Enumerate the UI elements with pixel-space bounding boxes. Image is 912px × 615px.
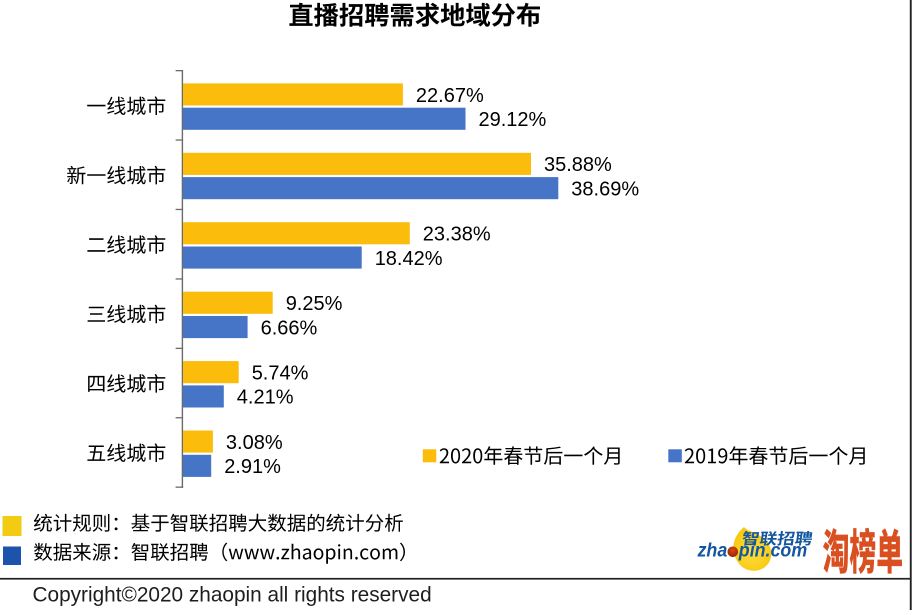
svg-text:3.08%: 3.08% — [226, 432, 283, 454]
svg-text:5.74%: 5.74% — [252, 362, 309, 384]
svg-text:2.91%: 2.91% — [224, 456, 281, 478]
svg-text:Copyright©2020 zhaopin all rig: Copyright©2020 zhaopin all rights reserv… — [33, 584, 432, 607]
svg-text:23.38%: 23.38% — [423, 224, 491, 246]
svg-text:18.42%: 18.42% — [375, 248, 443, 270]
svg-text:6.66%: 6.66% — [261, 317, 318, 339]
svg-text:4.21%: 4.21% — [237, 387, 294, 409]
svg-text:22.67%: 22.67% — [416, 85, 484, 107]
svg-text:9.25%: 9.25% — [286, 293, 343, 315]
svg-text:35.88%: 35.88% — [544, 154, 612, 176]
svg-text:zha: zha — [697, 540, 728, 562]
svg-text:29.12%: 29.12% — [479, 109, 547, 131]
svg-text:38.69%: 38.69% — [571, 179, 639, 201]
svg-text:pin.com: pin.com — [738, 540, 807, 562]
